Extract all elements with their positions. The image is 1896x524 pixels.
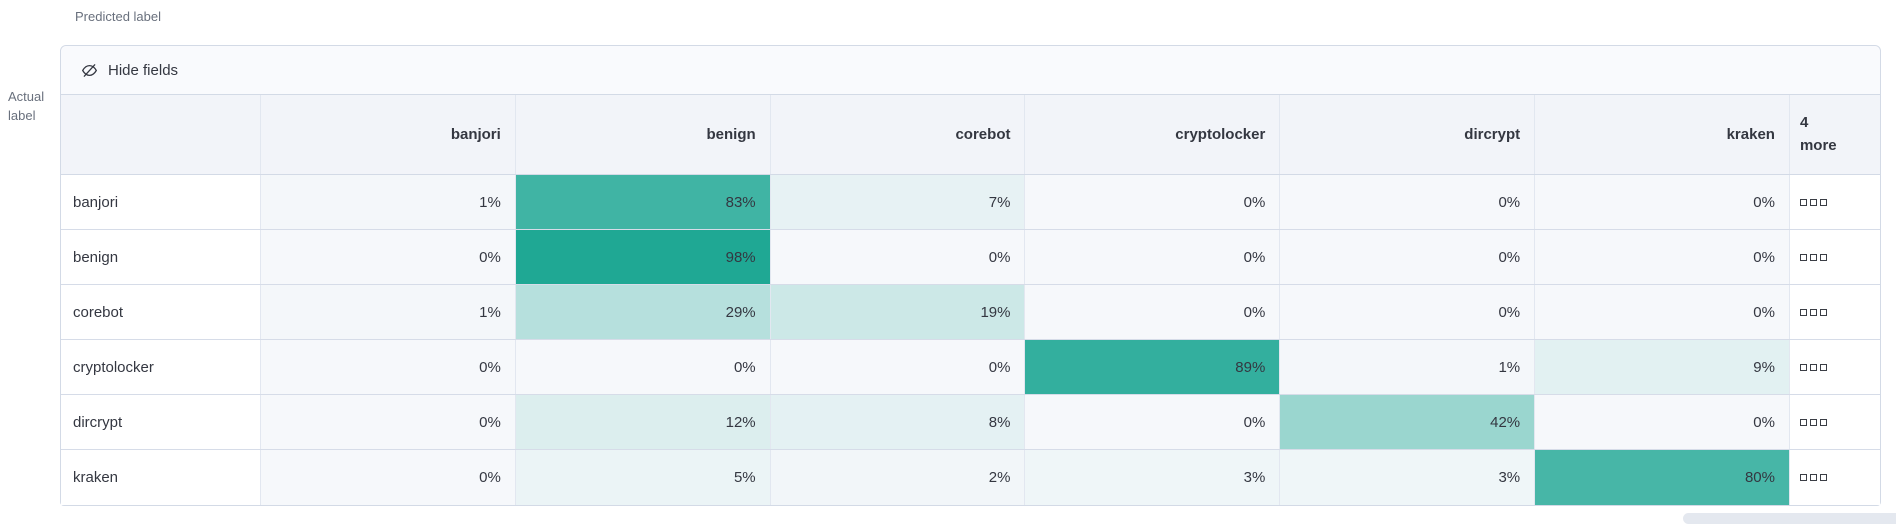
row-label: dircrypt xyxy=(61,395,261,449)
grid-body: banjori 1% 83% 7% 0% 0% 0% benign 0% 98% 0% 0% 0% 0% c… xyxy=(61,175,1880,505)
table-row: banjori 1% 83% 7% 0% 0% 0% xyxy=(61,175,1880,230)
value-cell-cryptolocker-cryptolocker[interactable]: 89% xyxy=(1025,340,1281,394)
row-label: kraken xyxy=(61,450,261,505)
value-cell-kraken-cryptolocker[interactable]: 3% xyxy=(1025,450,1281,505)
value-cell-dircrypt-cryptolocker[interactable]: 0% xyxy=(1025,395,1281,449)
value-cell-dircrypt-dircrypt[interactable]: 42% xyxy=(1280,395,1536,449)
row-label: benign xyxy=(61,230,261,284)
column-header-benign[interactable]: benign xyxy=(516,95,771,174)
value-cell-banjori-kraken[interactable]: 0% xyxy=(1535,175,1790,229)
row-actions-button[interactable] xyxy=(1789,285,1880,339)
value-cell-kraken-banjori[interactable]: 0% xyxy=(261,450,516,505)
row-label: cryptolocker xyxy=(61,340,261,394)
value-cell-dircrypt-banjori[interactable]: 0% xyxy=(261,395,516,449)
value-cell-benign-benign[interactable]: 98% xyxy=(515,230,771,284)
value-cell-kraken-corebot[interactable]: 2% xyxy=(770,450,1026,505)
table-row: dircrypt 0% 12% 8% 0% 42% 0% xyxy=(61,395,1880,450)
column-header-dircrypt[interactable]: dircrypt xyxy=(1280,95,1536,174)
boxes-horizontal-icon xyxy=(1799,474,1827,481)
value-cell-corebot-corebot[interactable]: 19% xyxy=(770,285,1026,339)
value-cell-kraken-benign[interactable]: 5% xyxy=(515,450,771,505)
value-cell-banjori-benign[interactable]: 83% xyxy=(515,175,771,229)
value-cell-corebot-banjori[interactable]: 1% xyxy=(261,285,516,339)
eye-slash-icon xyxy=(81,62,98,79)
value-cell-banjori-dircrypt[interactable]: 0% xyxy=(1280,175,1536,229)
value-cell-benign-kraken[interactable]: 0% xyxy=(1535,230,1790,284)
column-header-more[interactable]: 4 more xyxy=(1799,114,1837,154)
table-row: corebot 1% 29% 19% 0% 0% 0% xyxy=(61,285,1880,340)
value-cell-corebot-cryptolocker[interactable]: 0% xyxy=(1025,285,1281,339)
value-cell-benign-cryptolocker[interactable]: 0% xyxy=(1025,230,1281,284)
table-row: benign 0% 98% 0% 0% 0% 0% xyxy=(61,230,1880,285)
value-cell-benign-banjori[interactable]: 0% xyxy=(261,230,516,284)
value-cell-cryptolocker-benign[interactable]: 0% xyxy=(515,340,771,394)
row-label: corebot xyxy=(61,285,261,339)
column-header-kraken[interactable]: kraken xyxy=(1535,95,1790,174)
boxes-horizontal-icon xyxy=(1799,308,1827,316)
row-label: banjori xyxy=(61,175,261,229)
value-cell-dircrypt-kraken[interactable]: 0% xyxy=(1535,395,1790,449)
value-cell-banjori-cryptolocker[interactable]: 0% xyxy=(1025,175,1281,229)
column-header-cryptolocker[interactable]: cryptolocker xyxy=(1025,95,1281,174)
header-row: banjori benign corebot cryptolocker dircrypt… xyxy=(61,95,1880,175)
value-cell-corebot-benign[interactable]: 29% xyxy=(515,285,771,339)
corner-header-cell xyxy=(61,95,261,174)
table-row: cryptolocker 0% 0% 0% 89% 1% 9% xyxy=(61,340,1880,395)
value-cell-kraken-kraken[interactable]: 80% xyxy=(1535,450,1790,505)
confusion-matrix-grid: Hide fields banjori benign corebot cryptolo… xyxy=(60,45,1881,506)
value-cell-corebot-dircrypt[interactable]: 0% xyxy=(1280,285,1536,339)
value-cell-dircrypt-benign[interactable]: 12% xyxy=(515,395,771,449)
row-actions-button[interactable] xyxy=(1789,450,1880,505)
predicted-label: Predicted label xyxy=(75,9,161,24)
column-header-corebot[interactable]: corebot xyxy=(771,95,1026,174)
column-header-banjori[interactable]: banjori xyxy=(261,95,516,174)
row-actions-button[interactable] xyxy=(1789,230,1880,284)
value-cell-benign-corebot[interactable]: 0% xyxy=(770,230,1026,284)
boxes-horizontal-icon xyxy=(1799,253,1827,261)
row-actions-button[interactable] xyxy=(1789,340,1880,394)
value-cell-banjori-corebot[interactable]: 7% xyxy=(770,175,1026,229)
value-cell-cryptolocker-banjori[interactable]: 0% xyxy=(261,340,516,394)
row-actions-button[interactable] xyxy=(1789,395,1880,449)
value-cell-cryptolocker-dircrypt[interactable]: 1% xyxy=(1280,340,1536,394)
row-actions-button[interactable] xyxy=(1789,175,1880,229)
actual-label: Actual label xyxy=(8,89,45,123)
value-cell-dircrypt-corebot[interactable]: 8% xyxy=(770,395,1026,449)
boxes-horizontal-icon xyxy=(1799,418,1827,426)
hide-fields-label: Hide fields xyxy=(108,61,179,79)
value-cell-corebot-kraken[interactable]: 0% xyxy=(1535,285,1790,339)
value-cell-benign-dircrypt[interactable]: 0% xyxy=(1280,230,1536,284)
boxes-horizontal-icon xyxy=(1799,198,1827,206)
boxes-horizontal-icon xyxy=(1799,363,1827,371)
value-cell-kraken-dircrypt[interactable]: 3% xyxy=(1280,450,1536,505)
value-cell-banjori-banjori[interactable]: 1% xyxy=(261,175,516,229)
value-cell-cryptolocker-kraken[interactable]: 9% xyxy=(1535,340,1790,394)
hide-fields-button[interactable]: Hide fields xyxy=(61,46,1880,95)
horizontal-scrollbar-thumb[interactable] xyxy=(1683,513,1896,524)
table-row: kraken 0% 5% 2% 3% 3% 80% xyxy=(61,450,1880,505)
value-cell-cryptolocker-corebot[interactable]: 0% xyxy=(770,340,1026,394)
